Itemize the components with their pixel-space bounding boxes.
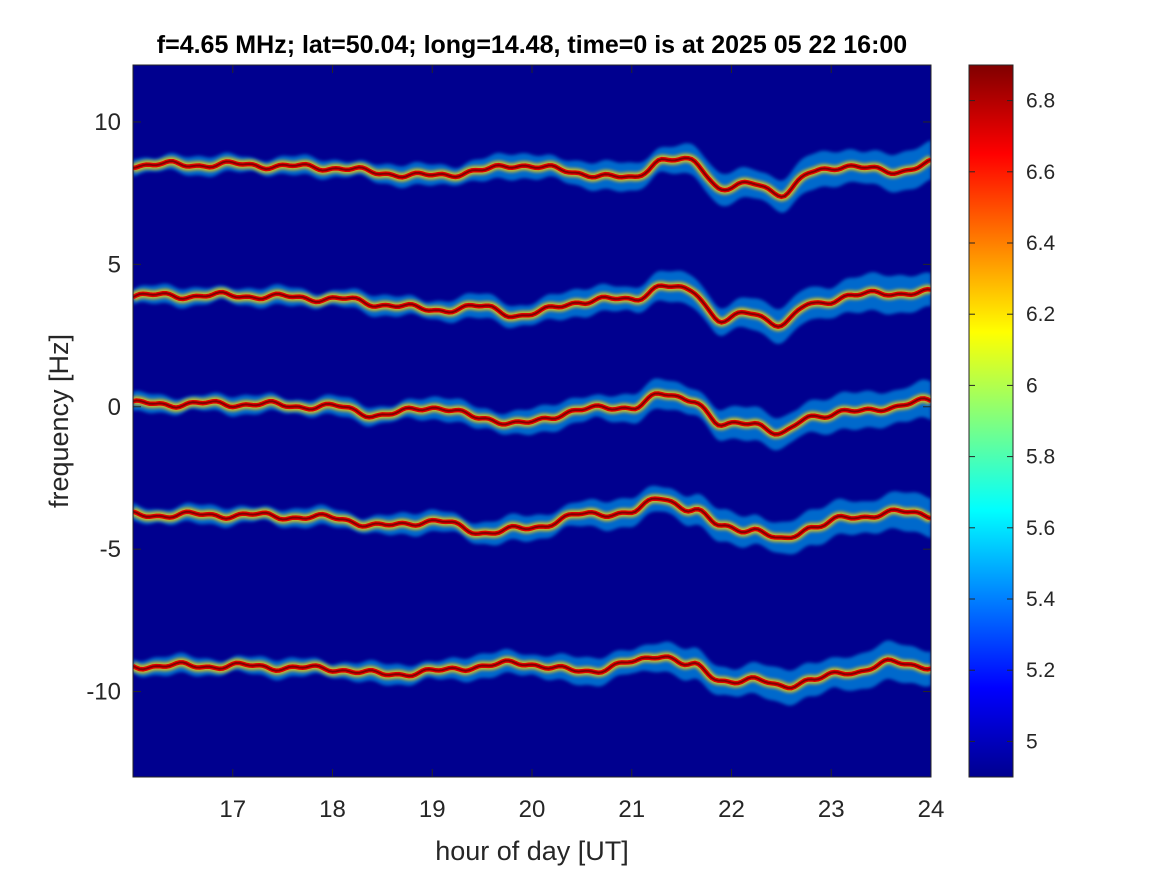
x-tick-label: 22 — [718, 796, 745, 823]
y-tick-label: 10 — [94, 109, 121, 136]
trace-band — [133, 640, 931, 706]
x-tick-label: 20 — [519, 796, 546, 823]
trace-halo — [133, 270, 931, 344]
trace-band — [133, 270, 931, 344]
colorbar-tick-label: 6.4 — [1026, 232, 1056, 255]
x-tick-label: 21 — [618, 796, 645, 823]
x-axis-ticks: 17 18 19 20 21 22 23 24 — [219, 65, 944, 823]
y-tick-label: 0 — [108, 394, 121, 421]
y-axis-label: frequency [Hz] — [44, 334, 74, 508]
trace-halo — [133, 140, 931, 213]
trace-peak — [133, 157, 931, 198]
trace-band — [133, 140, 931, 213]
colorbar-tick-label: 5.2 — [1026, 659, 1055, 682]
y-tick-label: -5 — [100, 536, 121, 563]
colorbar-tick-label: 5 — [1026, 730, 1038, 753]
trace-band — [133, 378, 931, 451]
trace-band — [133, 485, 931, 555]
trace-peak — [133, 392, 931, 436]
x-tick-label: 23 — [818, 796, 845, 823]
trace-halo — [133, 640, 931, 706]
y-tick-label: -10 — [86, 679, 121, 706]
x-tick-label: 17 — [219, 796, 246, 823]
trace-halo — [133, 485, 931, 555]
trace-peak — [133, 497, 931, 539]
colorbar-tick-label: 6 — [1026, 374, 1038, 397]
colorbar-tick-label: 5.4 — [1026, 588, 1056, 611]
x-tick-label: 18 — [319, 796, 346, 823]
colorbar-tick-label: 6.8 — [1026, 90, 1055, 113]
chart-title: f=4.65 MHz; lat=50.04; long=14.48, time=… — [157, 31, 907, 59]
y-axis-ticks: 10 5 0 -5 -10 — [86, 109, 931, 706]
x-axis-label: hour of day [UT] — [435, 836, 629, 866]
x-tick-label: 19 — [419, 796, 446, 823]
colorbar — [968, 64, 1014, 778]
colorbar-tick-label: 5.8 — [1026, 446, 1055, 469]
colorbar-ticks: 6.8 6.6 6.4 6.2 6 5.8 5.6 5.4 5.2 5 — [969, 90, 1056, 753]
trace-peak — [133, 655, 931, 690]
spectral-traces — [133, 140, 931, 706]
trace-peak — [133, 284, 931, 328]
colorbar-tick-label: 5.6 — [1026, 517, 1055, 540]
y-tick-label: 5 — [108, 251, 121, 278]
colorbar-tick-label: 6.6 — [1026, 161, 1055, 184]
colorbar-tick-label: 6.2 — [1026, 303, 1055, 326]
x-tick-label: 24 — [918, 796, 945, 823]
trace-halo — [133, 378, 931, 451]
